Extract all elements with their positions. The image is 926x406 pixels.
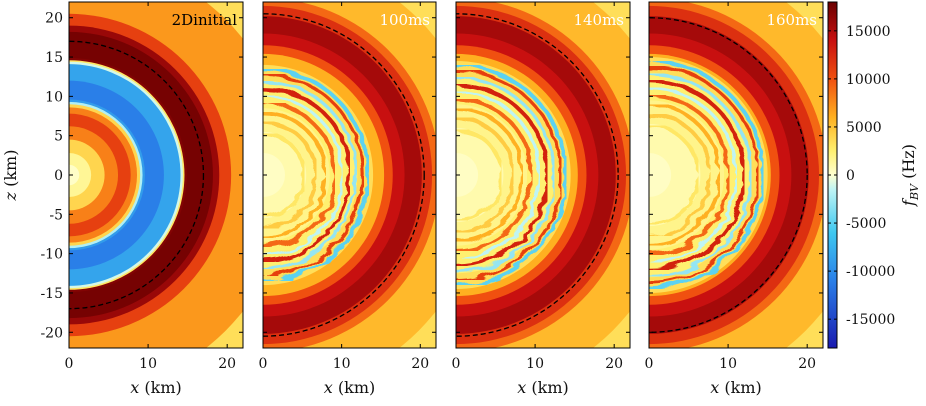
- panel-100ms: 100ms: [262, 1, 437, 349]
- x-tick-label: 10: [139, 356, 157, 372]
- x-axis-label: x (km): [517, 378, 568, 397]
- x-tick-label: 0: [65, 356, 74, 372]
- x-tick-label: 20: [605, 356, 623, 372]
- y-tick-label: 0: [54, 168, 63, 184]
- shock-radius-line: [263, 13, 425, 337]
- panel-160ms: 160ms: [648, 1, 824, 349]
- colorbar-tick-label: -10000: [846, 264, 895, 280]
- y-tick-label: 5: [54, 129, 63, 145]
- y-axis-label: z (km): [1, 150, 20, 202]
- y-tick-label: 15: [45, 50, 63, 66]
- panel-label-140ms: 140ms: [573, 11, 624, 29]
- x-tick-label: 0: [645, 356, 654, 372]
- shock-radius-line: [69, 40, 205, 310]
- panel-2dinitial: 2Dinitial: [68, 1, 244, 349]
- panel-label-2dinitial: 2Dinitial: [172, 11, 238, 29]
- panel-label-100ms: 100ms: [379, 11, 430, 29]
- x-axis-label: x (km): [324, 378, 375, 397]
- colorbar-tick-label: 10000: [846, 72, 891, 88]
- y-tick-label: -15: [40, 286, 63, 302]
- x-tick-label: 10: [333, 356, 351, 372]
- colorbar-tick-label: 15000: [846, 24, 891, 40]
- x-axis-label: x (km): [130, 378, 181, 397]
- y-tick-label: 10: [45, 89, 63, 105]
- colorbar-tick-label: 0: [846, 168, 855, 184]
- colorbar: 15000 10000 5000 0 -5000 -10000 -15000: [827, 1, 895, 349]
- shock-radius-line: [649, 17, 808, 333]
- colorbar-tick-label: -15000: [846, 312, 895, 328]
- x-tick-label: 20: [411, 356, 429, 372]
- colorbar-tick-label: -5000: [846, 216, 886, 232]
- y-tick-label: 20: [45, 11, 63, 27]
- panel-label-160ms: 160ms: [766, 11, 817, 29]
- x-tick-label: 10: [719, 356, 737, 372]
- x-tick-label: 20: [218, 356, 236, 372]
- y-tick-label: -10: [40, 247, 63, 263]
- panel-140ms: 140ms: [455, 1, 631, 349]
- x-tick-label: 20: [798, 356, 816, 372]
- colorbar-label: fBV (Hz): [899, 144, 921, 207]
- x-axis-label: x (km): [710, 378, 761, 397]
- x-tick-label: 10: [526, 356, 544, 372]
- x-tick-label: 0: [259, 356, 268, 372]
- y-tick-label: -20: [40, 325, 63, 341]
- x-tick-label: 0: [452, 356, 461, 372]
- colorbar-tick-label: 5000: [846, 120, 882, 136]
- y-tick-label: -5: [49, 207, 63, 223]
